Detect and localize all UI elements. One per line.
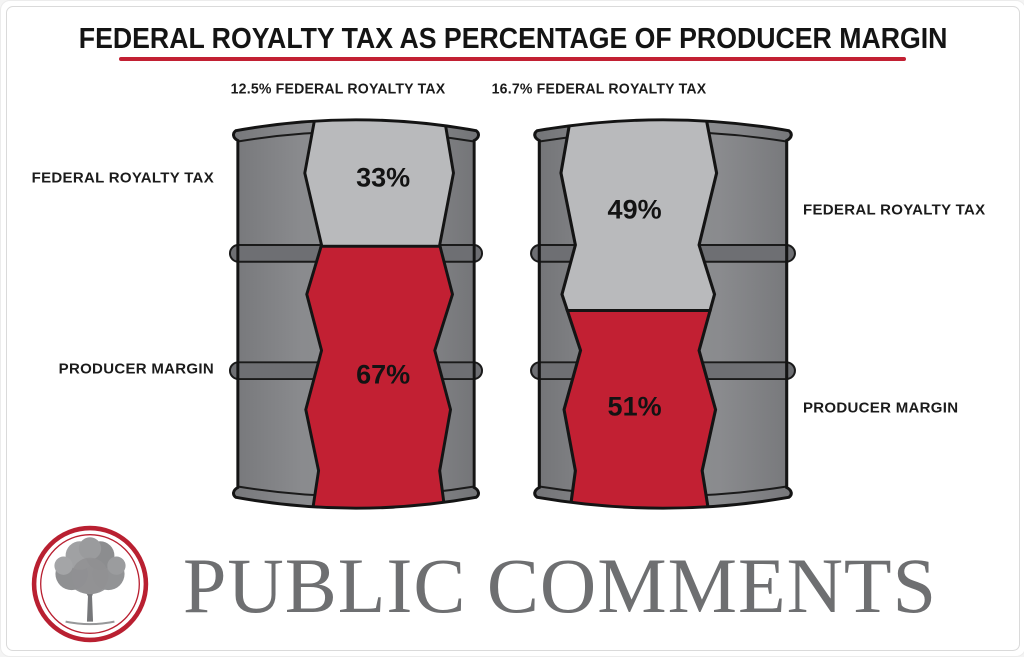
legend-producer-margin-left: PRODUCER MARGIN: [58, 360, 214, 378]
oil-barrel-left: 33% 67%: [228, 107, 484, 521]
barrel-right-header: 16.7% FEDERAL ROYALTY TAX: [491, 80, 707, 98]
margin-percent-label-left: 67%: [356, 359, 411, 390]
tree-icon: [54, 537, 126, 626]
tree-logo: [31, 525, 149, 643]
page-title: FEDERAL ROYALTY TAX AS PERCENTAGE OF PRO…: [78, 23, 948, 55]
legend-federal-royalty-tax-left: FEDERAL ROYALTY TAX: [31, 169, 214, 187]
logo-inner-ring: [40, 534, 140, 634]
oil-barrel-left-graphic: [228, 118, 484, 510]
brand-wordmark: PUBLIC COMMENTS: [183, 542, 937, 629]
oil-barrel-right-graphic: [530, 118, 796, 510]
title-underline: [119, 57, 906, 61]
title-wrap: FEDERAL ROYALTY TAX AS PERCENTAGE OF PRO…: [1, 23, 1024, 56]
tax-percent-label-right: 49%: [607, 194, 662, 225]
oil-barrel-right: 49% 51%: [529, 107, 797, 521]
barrel-left-header: 12.5% FEDERAL ROYALTY TAX: [230, 80, 446, 98]
margin-percent-label-right: 51%: [607, 391, 662, 422]
legend-producer-margin-right: PRODUCER MARGIN: [803, 399, 959, 417]
legend-federal-royalty-tax-right: FEDERAL ROYALTY TAX: [803, 201, 986, 219]
tax-percent-label-left: 33%: [356, 162, 411, 193]
